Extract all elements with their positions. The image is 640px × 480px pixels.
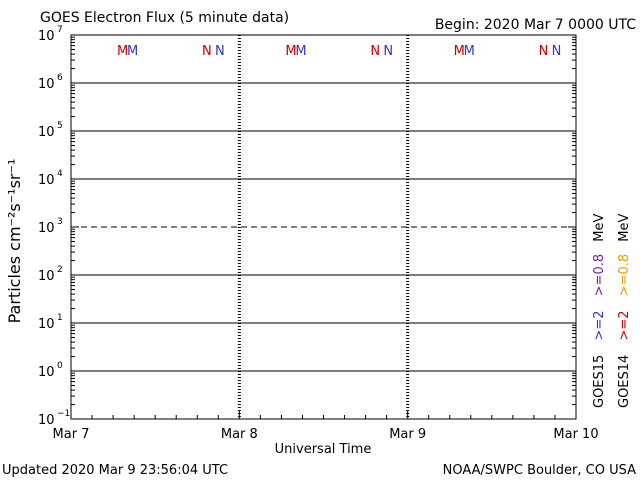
- legend-goes14-unit: MeV: [617, 214, 632, 242]
- y-tick-base: 10: [38, 221, 55, 236]
- y-tick-label: 10 2: [38, 265, 63, 284]
- legend-goes15-ch2: >=0.8: [592, 254, 607, 296]
- y-tick-label: 10 5: [38, 121, 63, 140]
- y-tick-exponent: 3: [57, 217, 63, 227]
- marker-n-blue: N: [215, 44, 225, 59]
- y-tick-exponent: 6: [57, 73, 63, 83]
- y-tick-exponent: 7: [57, 25, 63, 35]
- y-tick-label: 10 4: [38, 169, 63, 188]
- legend-goes14: GOES14 >=2 >=0.8 MeV: [617, 214, 632, 408]
- x-tick-label: Mar 7: [53, 427, 90, 442]
- event-markers: MM N N MM N N MM N N: [117, 44, 561, 59]
- marker-m-red: M: [117, 44, 128, 59]
- legend-goes15-ch1: >=2: [592, 310, 607, 340]
- begin-time: Begin: 2020 Mar 7 0000 UTC: [435, 17, 636, 33]
- y-axis-label: Particles cm⁻²s⁻¹sr⁻¹: [5, 159, 24, 324]
- y-tick-base: 10: [38, 77, 55, 92]
- y-tick-base: 10: [38, 173, 55, 188]
- marker-m-red: M: [454, 44, 465, 59]
- updated-time: Updated 2020 Mar 9 23:56:04 UTC: [2, 463, 228, 478]
- legend-goes15-unit: MeV: [592, 214, 607, 242]
- y-tick-base: 10: [38, 269, 55, 284]
- marker-m-blue: M: [127, 44, 138, 59]
- y-tick-exponent: 1: [57, 313, 63, 323]
- marker-m-blue: M: [464, 44, 475, 59]
- y-tick-base: 10: [38, 413, 55, 428]
- marker-n-blue: N: [383, 44, 393, 59]
- marker-n-red: N: [539, 44, 549, 59]
- y-tick-label: 10 6: [38, 73, 63, 92]
- svg-text:Particles cm⁻²s⁻¹sr⁻¹: Particles cm⁻²s⁻¹sr⁻¹: [5, 159, 24, 324]
- y-tick-label: 10 0: [38, 361, 63, 380]
- svg-text:GOES15 >=2 >=0.8: GOES15 >=2 >=0.8 MeV: [592, 214, 607, 408]
- legend-goes15-sat: GOES15: [592, 355, 607, 408]
- y-tick-exponent: 4: [57, 169, 63, 179]
- marker-m-red: M: [285, 44, 296, 59]
- y-tick-base: 10: [38, 317, 55, 332]
- y-tick-exponent: 2: [57, 265, 63, 275]
- x-tick-label: Mar 8: [221, 427, 258, 442]
- grid-lines: [71, 82, 576, 372]
- y-tick-exponent: 0: [57, 361, 63, 371]
- y-tick-base: 10: [38, 29, 55, 44]
- legend-goes14-ch2: >=0.8: [617, 254, 632, 296]
- legend-goes15: GOES15 >=2 >=0.8 MeV: [592, 214, 607, 408]
- marker-n-red: N: [370, 44, 380, 59]
- marker-m-blue: M: [295, 44, 306, 59]
- y-tick-exponent: −1: [57, 409, 70, 419]
- y-tick-base: 10: [38, 125, 55, 140]
- x-tick-label: Mar 9: [389, 427, 426, 442]
- x-tick-label: Mar 10: [553, 427, 598, 442]
- day-separators: [237, 35, 410, 419]
- y-tick-base: 10: [38, 365, 55, 380]
- x-axis-ticks: Mar 7 Mar 8 Mar 9 Mar 10: [53, 411, 599, 442]
- marker-n-red: N: [202, 44, 212, 59]
- svg-text:GOES14 >=2 >=0.8: GOES14 >=2 >=0.8 MeV: [617, 214, 632, 408]
- source-credit: NOAA/SWPC Boulder, CO USA: [443, 463, 636, 478]
- x-axis-label: Universal Time: [275, 442, 372, 457]
- chart-title: GOES Electron Flux (5 minute data): [40, 10, 289, 26]
- marker-n-blue: N: [552, 44, 562, 59]
- y-tick-label: 10 −1: [38, 409, 70, 428]
- legend-goes14-ch1: >=2: [617, 310, 632, 340]
- y-tick-label: 10 7: [38, 25, 63, 44]
- y-tick-label: 10 1: [38, 313, 63, 332]
- y-tick-exponent: 5: [57, 121, 63, 131]
- y-tick-label: 10 3: [38, 217, 63, 236]
- legend-goes14-sat: GOES14: [617, 355, 632, 408]
